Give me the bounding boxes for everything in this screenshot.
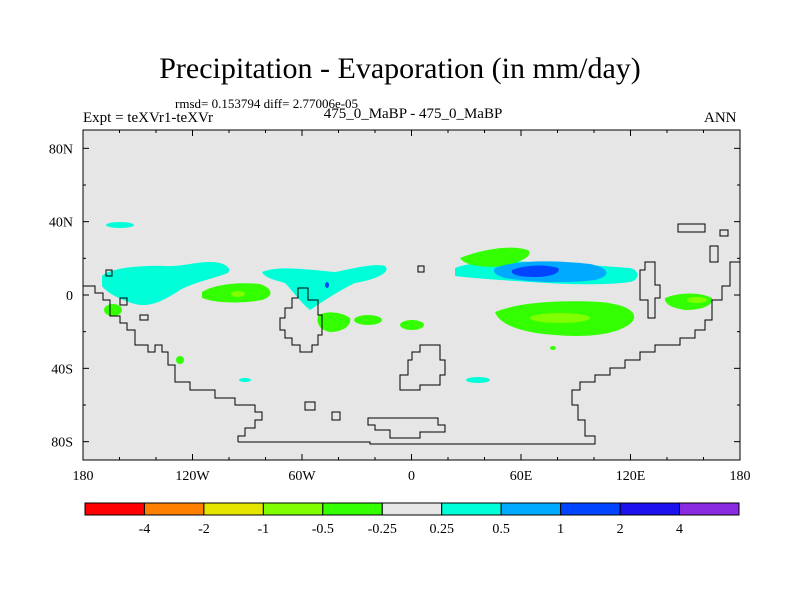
case-label: 475_0_MaBP - 475_0_MaBP bbox=[323, 106, 503, 122]
x-axis-ticks: 180 120W 60W 0 60E 120E 180 bbox=[73, 130, 751, 484]
coastline-small-island bbox=[417, 265, 425, 273]
coastline-small-island bbox=[331, 411, 341, 421]
y-tick-label: 80S bbox=[51, 436, 73, 451]
x-tick-label: 180 bbox=[73, 469, 94, 484]
colorbar-label: -1 bbox=[258, 522, 270, 537]
colorbar-label: 0.25 bbox=[429, 522, 454, 537]
x-tick-label: 60E bbox=[510, 469, 533, 484]
coastline-small-island bbox=[304, 401, 316, 411]
colorbar-label: -0.5 bbox=[312, 522, 334, 537]
colorbar-label: 2 bbox=[617, 522, 624, 537]
coastline-small-island bbox=[119, 297, 128, 306]
x-tick-label: 120W bbox=[175, 469, 210, 484]
x-tick-label: 180 bbox=[730, 469, 751, 484]
plot-title: Precipitation - Evaporation (in mm/day) bbox=[159, 52, 641, 85]
coastline-northeast bbox=[639, 261, 661, 319]
coastline-southern-land bbox=[367, 417, 446, 439]
colorbar-label: 0.5 bbox=[492, 522, 510, 537]
field-cyan bbox=[102, 262, 230, 306]
field-green bbox=[104, 304, 122, 316]
colorbar-swatch bbox=[322, 502, 383, 516]
colorbar-swatch bbox=[679, 502, 740, 516]
field-cyan bbox=[466, 377, 490, 383]
y-tick-label: 0 bbox=[66, 289, 73, 304]
field-lightgreen bbox=[687, 297, 707, 303]
field-blue bbox=[511, 265, 559, 277]
coastlines bbox=[83, 223, 740, 445]
colorbar: -4 -2 -1 -0.5 -0.25 0.25 0.5 1 2 4 bbox=[84, 502, 740, 537]
colorbar-swatch bbox=[560, 502, 621, 516]
colorbar-label: 4 bbox=[676, 522, 683, 537]
rmsd-diff-stats: rmsd= 0.153794 diff= 2.77006e-05 bbox=[175, 96, 359, 111]
colorbar-label: -4 bbox=[139, 522, 151, 537]
coastline-americas bbox=[83, 285, 263, 442]
colorbar-label: -0.25 bbox=[368, 522, 397, 537]
field-green bbox=[460, 247, 530, 267]
x-tick-label: 0 bbox=[408, 469, 415, 484]
colorbar-swatch bbox=[262, 502, 324, 516]
colorbar-swatch bbox=[619, 502, 681, 516]
colorbar-label: -2 bbox=[198, 522, 210, 537]
coastline-northeast-island bbox=[709, 245, 719, 263]
coastline-south-america bbox=[279, 287, 323, 353]
experiment-label: Expt = teXVr1-teXVr bbox=[83, 110, 213, 126]
colorbar-swatch bbox=[203, 502, 264, 516]
colorbar-label: 1 bbox=[557, 522, 564, 537]
field-cyan bbox=[239, 378, 251, 382]
y-axis-ticks: 80N 40N 0 40S 80S bbox=[49, 142, 740, 451]
season-label: ANN bbox=[704, 110, 737, 126]
field-green bbox=[550, 346, 556, 350]
field-cyan bbox=[262, 265, 387, 310]
colorbar-swatch bbox=[441, 502, 502, 516]
field-green bbox=[176, 356, 184, 364]
y-tick-label: 80N bbox=[49, 142, 73, 157]
coastline-antarctica bbox=[238, 261, 740, 445]
x-tick-label: 60W bbox=[288, 469, 316, 484]
anomaly-fields bbox=[102, 222, 713, 383]
field-lightgreen bbox=[530, 313, 590, 323]
field-blue bbox=[325, 282, 329, 288]
colorbar-swatch bbox=[84, 502, 145, 516]
y-tick-label: 40S bbox=[51, 362, 73, 377]
x-tick-label: 120E bbox=[616, 469, 646, 484]
field-green bbox=[354, 315, 382, 325]
field-cyan bbox=[106, 222, 134, 228]
colorbar-swatch bbox=[143, 502, 205, 516]
field-lightgreen bbox=[231, 291, 245, 297]
coastline-small-island bbox=[105, 269, 113, 277]
coastline-small-island bbox=[139, 314, 149, 321]
field-green bbox=[317, 312, 351, 332]
field-green bbox=[400, 320, 424, 330]
colorbar-swatch bbox=[500, 502, 562, 516]
map-background bbox=[83, 130, 740, 460]
coastline-northeast-island bbox=[677, 223, 706, 233]
colorbar-swatch bbox=[381, 502, 443, 516]
y-tick-label: 40N bbox=[49, 216, 73, 231]
coastline-northeast-island bbox=[719, 229, 729, 237]
coastline-africa bbox=[399, 344, 446, 391]
